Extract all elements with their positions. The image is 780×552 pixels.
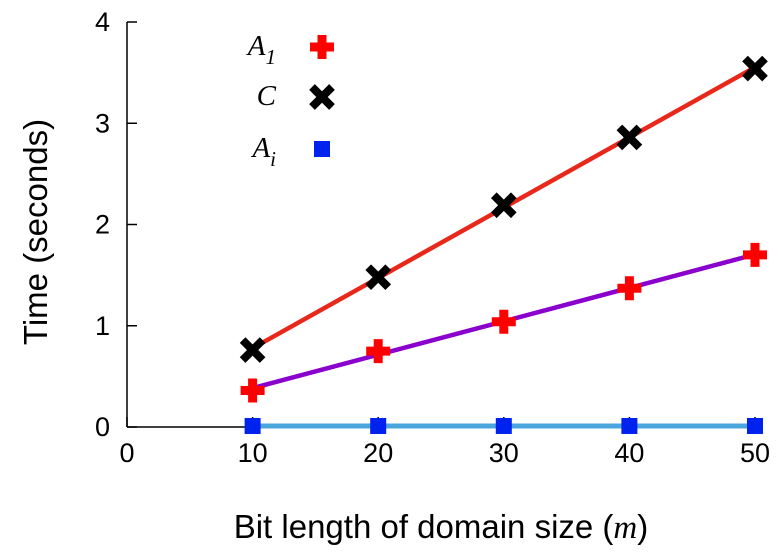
legend-marker-series-3	[314, 141, 330, 157]
legend-marker-series-2	[309, 84, 335, 110]
legend-label-series-3: Ai	[250, 132, 276, 171]
data-point-series-3	[244, 417, 261, 434]
data-point-series-3	[370, 417, 387, 434]
x-tick-label: 30	[489, 438, 519, 468]
y-tick-label: 1	[95, 311, 110, 341]
x-tick-label: 50	[740, 438, 770, 468]
legend-marker-series-1	[310, 35, 334, 59]
x-axis-label: Bit length of domain size (m)	[234, 508, 649, 546]
data-point-series-2-stroke-b	[239, 337, 266, 363]
y-tick-label: 0	[95, 412, 110, 442]
y-axis-label: Time (seconds)	[17, 119, 54, 345]
data-point-series-2	[616, 124, 643, 151]
fit-lines	[251, 65, 757, 429]
legend-marker-series-2-stroke-b	[309, 84, 335, 110]
legend-label-series-1: A1	[246, 30, 276, 69]
legend-label-subscript: i	[270, 147, 276, 171]
data-point-series-2-stroke-b	[742, 55, 768, 82]
data-point-series-3	[747, 417, 763, 434]
x-tick-label: 40	[614, 438, 644, 468]
data-point-series-2-stroke-b	[365, 264, 392, 290]
legend-label-base: C	[257, 80, 277, 112]
x-axis-label-text: Bit length of domain size (	[234, 508, 614, 545]
data-point-series-1	[617, 276, 642, 301]
data-point-series-1	[366, 339, 391, 364]
legend-label-base: A	[250, 132, 270, 164]
data-point-series-2	[490, 192, 517, 219]
data-point-series-2	[742, 55, 768, 82]
data-point-series-2	[365, 264, 392, 290]
data-point-series-1	[491, 309, 516, 334]
x-tick-label: 20	[363, 438, 393, 468]
legend-label-series-2: C	[257, 80, 277, 112]
data-point-series-2-stroke-b	[490, 192, 517, 219]
data-point-series-2-stroke-b	[616, 124, 643, 151]
y-tick-label: 3	[95, 108, 110, 138]
data-point-series-3	[495, 417, 512, 434]
x-axis-label-variable: m	[613, 510, 637, 546]
x-tick-label: 10	[238, 438, 268, 468]
data-point-series-2	[239, 337, 266, 363]
data-points	[239, 55, 768, 434]
x-axis-label-close: )	[637, 508, 648, 545]
data-point-series-3	[621, 417, 638, 434]
data-point-series-1	[240, 378, 265, 403]
x-tick-label: 0	[119, 438, 134, 468]
y-tick-label: 2	[95, 210, 110, 240]
legend-label-subscript: 1	[266, 45, 277, 69]
legend-label-base: A	[246, 30, 266, 62]
y-tick-label: 4	[95, 7, 110, 37]
data-point-series-1	[743, 242, 767, 267]
